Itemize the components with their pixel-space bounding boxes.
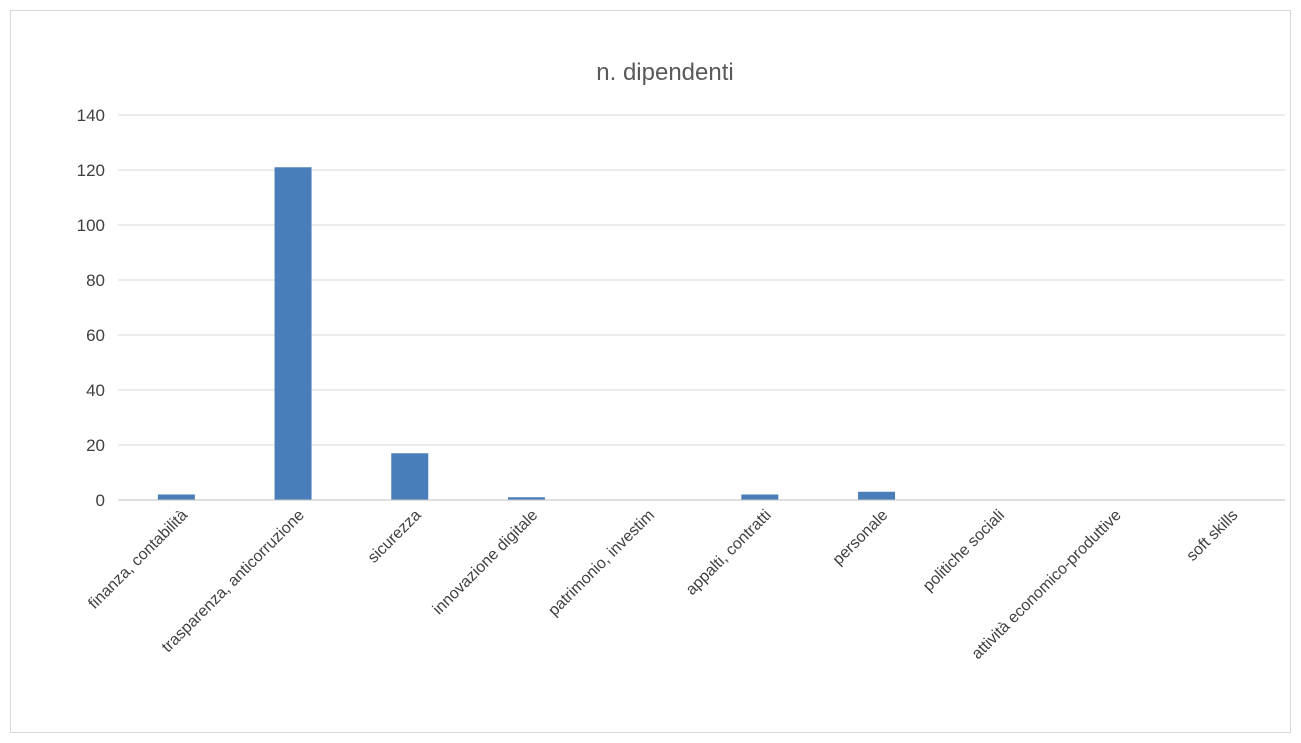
x-tick-label: trasparenza, anticorruzione: [159, 507, 308, 656]
x-tick-label: appalti, contratti: [683, 507, 775, 599]
y-tick-label: 40: [86, 381, 105, 400]
x-tick-label: sicurezza: [365, 507, 425, 567]
x-tick-label: innovazione digitale: [430, 507, 541, 618]
y-tick-label: 140: [77, 106, 105, 125]
bar: [157, 494, 195, 500]
gridlines: [118, 114, 1285, 446]
bars: [157, 167, 896, 500]
x-tick-label: politiche sociali: [920, 507, 1008, 595]
bar: [741, 494, 779, 500]
bar: [858, 491, 896, 500]
x-tick-label: personale: [830, 507, 892, 569]
chart-title: n. dipendenti: [596, 59, 733, 86]
x-tick-label: soft skills: [1184, 507, 1242, 565]
bar: [274, 167, 312, 500]
y-tick-label: 60: [86, 326, 105, 345]
y-tick-label: 100: [77, 216, 105, 235]
y-tick-label: 80: [86, 271, 105, 290]
x-tick-label: patrimonio, investim: [545, 507, 658, 620]
x-tick-label: finanza, contabilità: [85, 507, 191, 613]
bar: [507, 497, 545, 500]
y-tick-label: 0: [96, 491, 105, 510]
bar: [391, 453, 429, 500]
y-tick-label: 120: [77, 161, 105, 180]
y-axis-ticks: 0 20 40 60 80 100 120 140: [77, 106, 105, 510]
chart-frame: [10, 10, 1291, 733]
y-tick-label: 20: [86, 436, 105, 455]
